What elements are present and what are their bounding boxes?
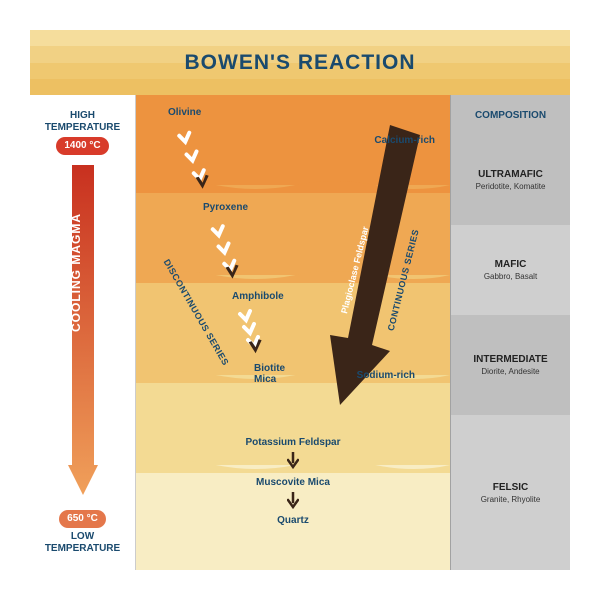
composition-mafic: MAFICGabbro, Basalt — [451, 225, 570, 315]
mineral-muscovite-mica: Muscovite Mica — [136, 477, 450, 488]
composition-column: COMPOSITION ULTRAMAFICPeridotite, Komati… — [450, 95, 570, 570]
down-arrow-icon — [287, 452, 299, 475]
header: BOWEN'S REACTION — [30, 30, 570, 95]
low-temp-block: 650 °C LOW TEMPERATURE — [38, 507, 127, 555]
temperature-column: HIGH TEMPERATURE 1400 °C COOL — [30, 95, 135, 570]
bowen-reaction-diagram: BOWEN'S REACTION HIGH TEMPERATURE 1400 °… — [0, 0, 600, 600]
diagram-title: BOWEN'S REACTION — [185, 51, 416, 75]
composition-ultramafic: ULTRAMAFICPeridotite, Komatite — [451, 135, 570, 225]
mineral-biotite-mica: Biotite Mica — [254, 363, 294, 385]
high-temp-label: HIGH TEMPERATURE — [38, 110, 127, 134]
mineral-potassium-feldspar: Potassium Feldspar — [136, 437, 450, 448]
low-temp-label: LOW TEMPERATURE — [38, 531, 127, 555]
high-temp-value: 1400 °C — [56, 137, 108, 155]
mineral-pyroxene: Pyroxene — [203, 202, 248, 213]
low-temp-value: 650 °C — [59, 510, 106, 528]
high-temp-block: HIGH TEMPERATURE 1400 °C — [38, 110, 127, 155]
mineral-diagram: DISCONTINUOUS SERIES Calcium-rich Sodium… — [135, 95, 450, 570]
mineral-quartz: Quartz — [136, 515, 450, 526]
composition-felsic: FELSICGranite, Rhyolite — [451, 415, 570, 570]
calcium-rich-label: Calcium-rich — [374, 135, 435, 146]
composition-header: COMPOSITION — [451, 95, 570, 131]
mineral-amphibole: Amphibole — [232, 291, 284, 302]
sodium-rich-label: Sodium-rich — [357, 370, 415, 381]
down-arrow-icon — [287, 492, 299, 515]
cooling-magma-label: COOLING MAGMA — [69, 213, 83, 332]
composition-intermediate: INTERMEDIATEDiorite, Andesite — [451, 315, 570, 415]
mineral-olivine: Olivine — [168, 107, 201, 118]
